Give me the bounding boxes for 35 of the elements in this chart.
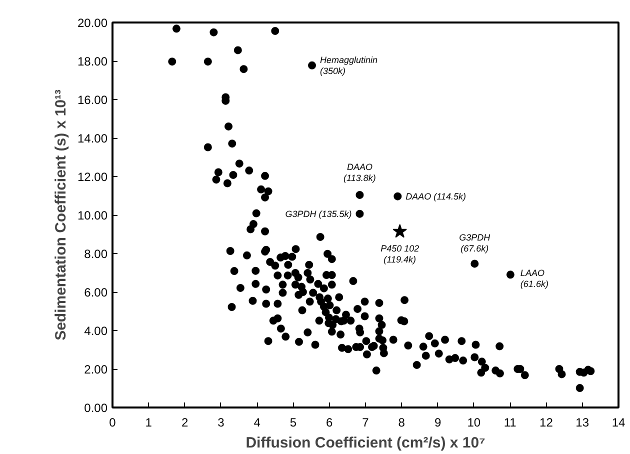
y-tick-label: 16.00	[77, 93, 108, 107]
x-tick-label: 13	[576, 416, 590, 430]
x-tick-label: 2	[181, 416, 188, 430]
y-tick-label: 4.00	[84, 324, 108, 338]
x-tick-label: 5	[290, 416, 297, 430]
y-tick-label: 2.00	[84, 362, 108, 376]
x-tick-label: 11	[504, 416, 517, 430]
annotation: LAAO (61.6k)	[520, 268, 548, 290]
x-tick-label: 10	[467, 416, 481, 430]
y-tick-label: 0.00	[84, 401, 108, 415]
annotation: DAAO (114.5k)	[406, 191, 466, 202]
annotation: P450 102 (119.4k)	[380, 244, 420, 265]
y-tick-label: 8.00	[84, 247, 108, 261]
annotation: DAAO (113.8k)	[344, 162, 376, 183]
y-tick-label: 18.00	[77, 54, 108, 68]
y-tick-label: 14.00	[77, 132, 108, 146]
x-tick-label: 1	[145, 416, 152, 430]
x-tick-label: 3	[218, 416, 225, 430]
y-axis-title: Sedimentation Coefficient (s) x 10¹³	[52, 90, 70, 340]
x-tick-label: 8	[398, 416, 406, 430]
annotation: Hemagglutinin (350k)	[320, 54, 378, 76]
x-tick-label: 9	[434, 416, 442, 430]
x-axis-title: Diffusion Coefficient (cm²/s) x 10⁷	[246, 434, 486, 452]
y-tick-label: 6.00	[84, 286, 108, 300]
x-tick-label: 12	[540, 416, 554, 430]
annotation: G3PDH (135.5k)	[285, 208, 352, 219]
y-tick-label: 10.00	[77, 208, 108, 222]
x-tick-label: 14	[612, 416, 626, 430]
x-tick-label: 0	[109, 416, 116, 430]
x-tick-label: 6	[326, 416, 334, 430]
annotation: G3PDH (67.6k)	[459, 232, 491, 254]
x-tick-label: 4	[254, 416, 261, 430]
y-tick-label: 20.00	[77, 16, 108, 30]
x-tick-label: 7	[362, 416, 370, 430]
y-tick-label: 12.00	[77, 170, 108, 184]
